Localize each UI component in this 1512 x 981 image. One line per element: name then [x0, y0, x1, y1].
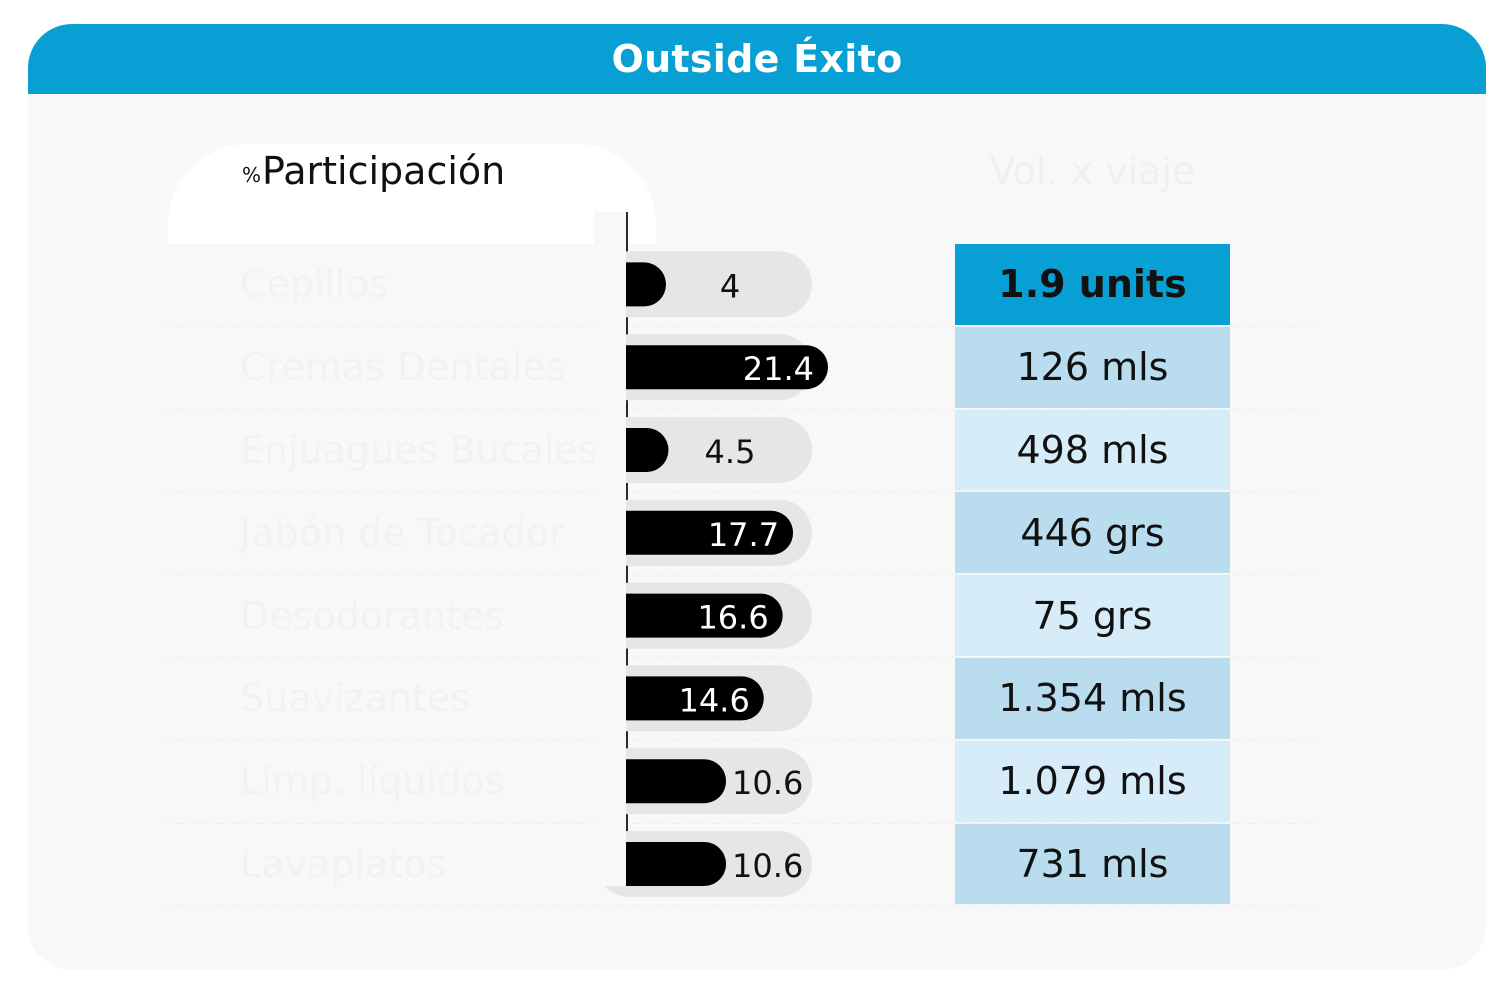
- row-separator: [166, 739, 1316, 741]
- row-separator: [166, 822, 1316, 824]
- category-label: Jabón de Tocador: [240, 510, 565, 555]
- participacion-label: Participación: [262, 149, 506, 193]
- bar: [596, 510, 794, 555]
- bar-value-label: 4: [720, 267, 740, 305]
- row-separator: [166, 491, 1316, 493]
- bar-value-label: 17.7: [708, 516, 779, 554]
- category-label: Desodorantes: [240, 593, 505, 638]
- vol-cell: 498 mls: [955, 409, 1230, 491]
- vol-cell: 446 grs: [955, 492, 1230, 574]
- row-separator: [166, 574, 1316, 576]
- row-separator: [166, 905, 1316, 907]
- participacion-header: %Participación: [242, 146, 505, 196]
- category-label: Enjuagues Bucales: [240, 428, 598, 472]
- category-label: Cremas Dentales: [240, 345, 566, 390]
- bar-value-label: 10.6: [732, 847, 803, 885]
- category-label: Suavizantes: [240, 676, 470, 721]
- row-separator: [166, 325, 1316, 327]
- category-label: Lavaplatos: [240, 842, 447, 886]
- bar: [596, 676, 764, 721]
- bar-value-label: 16.6: [697, 599, 768, 637]
- bar: [596, 842, 727, 886]
- vol-cell: 1.9 units: [955, 244, 1230, 325]
- bar-value-label: 21.4: [743, 350, 814, 388]
- bar-left-mask-top: [594, 212, 626, 886]
- vol-cell: 126 mls: [955, 326, 1230, 408]
- bar-value-label: 4.5: [705, 433, 756, 471]
- participacion-tab: [168, 144, 656, 244]
- vol-cell: 731 mls: [955, 823, 1230, 905]
- bar-value-label: 10.6: [732, 764, 803, 802]
- category-label: Limp. líquidos: [240, 759, 505, 804]
- row-separator: [166, 657, 1316, 658]
- bar: [596, 345, 828, 390]
- vol-header: Vol. x viaje: [989, 149, 1196, 193]
- bar: [596, 759, 727, 804]
- title-banner: Outside Éxito: [28, 24, 1486, 94]
- chart-title: Outside Éxito: [611, 37, 903, 81]
- bar: [596, 593, 783, 638]
- category-label: Cepillos: [240, 262, 389, 307]
- vol-cell: 1.079 mls: [955, 740, 1230, 822]
- vol-cell: 75 grs: [955, 575, 1230, 656]
- bar-value-label: 14.6: [679, 681, 750, 719]
- vol-cell: 1.354 mls: [955, 658, 1230, 739]
- percent-sign: %: [242, 163, 262, 187]
- row-separator: [166, 408, 1316, 410]
